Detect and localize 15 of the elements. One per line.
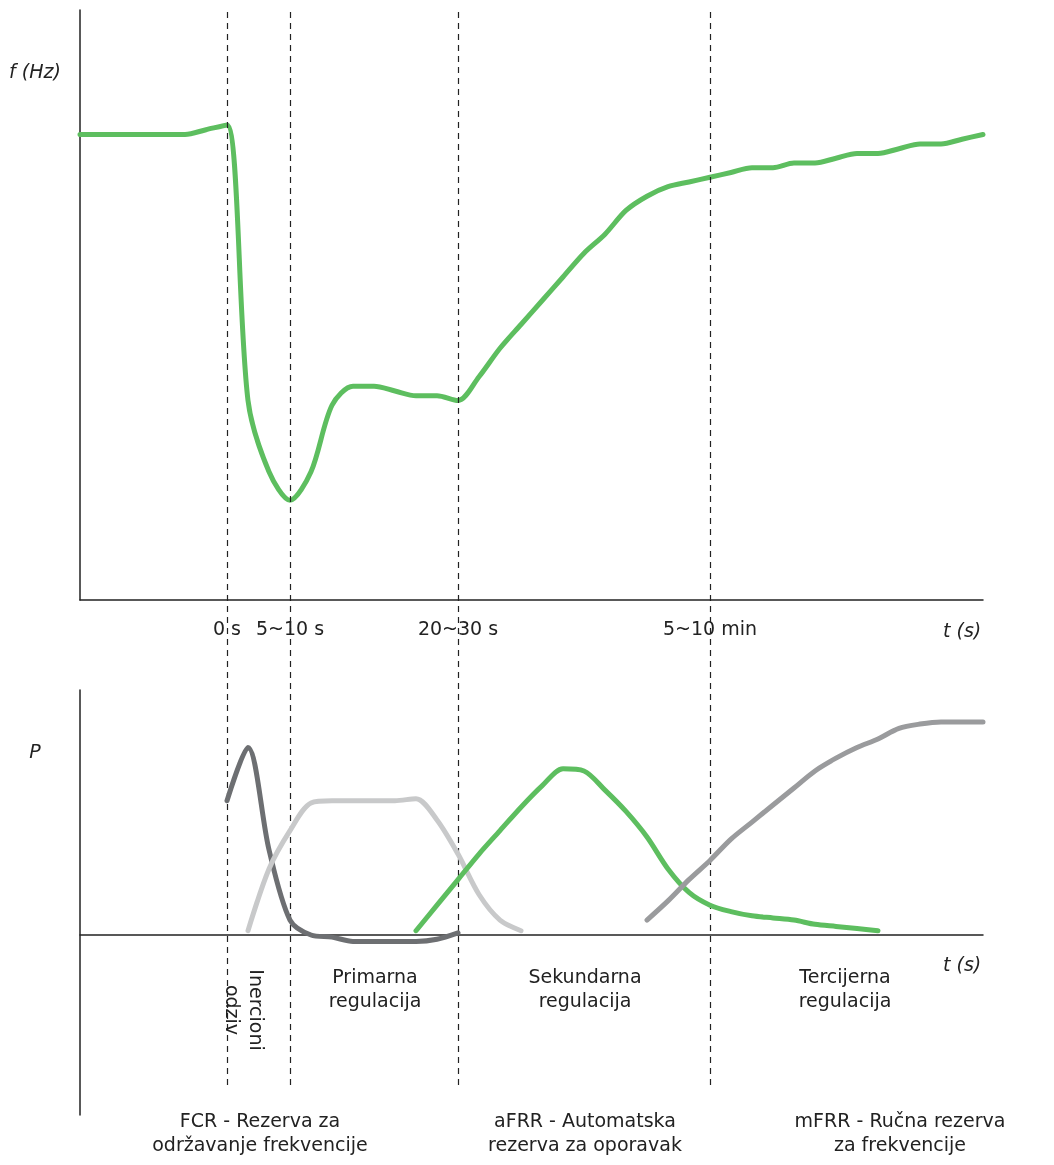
text: Tercijerna regulacija (798, 965, 892, 1011)
x-tick-label: 5~10 min (662, 616, 758, 639)
x-axis-title: t (s) (943, 953, 982, 976)
x-tick-label: 5~10 s (255, 616, 325, 639)
text: FCR - Rezerva za održavanje frekvencije (152, 1109, 368, 1155)
text: mFRR - Ručna rezerva za frekvencije (794, 1109, 1006, 1155)
x-tick-label: 20~30 s (417, 616, 499, 639)
x-axis-title: t (s) (943, 618, 982, 641)
y-axis-title: P (29, 739, 42, 762)
text: aFRR - Automatska rezerva za oporavak (488, 1109, 682, 1155)
text: Inercioni odziv (222, 969, 268, 1051)
y-axis-title: f (Hz) (9, 59, 61, 82)
x-tick-label: 0 s (212, 616, 242, 639)
text: Sekundarna regulacija (528, 965, 642, 1011)
text: Primarna regulacija (328, 965, 422, 1011)
